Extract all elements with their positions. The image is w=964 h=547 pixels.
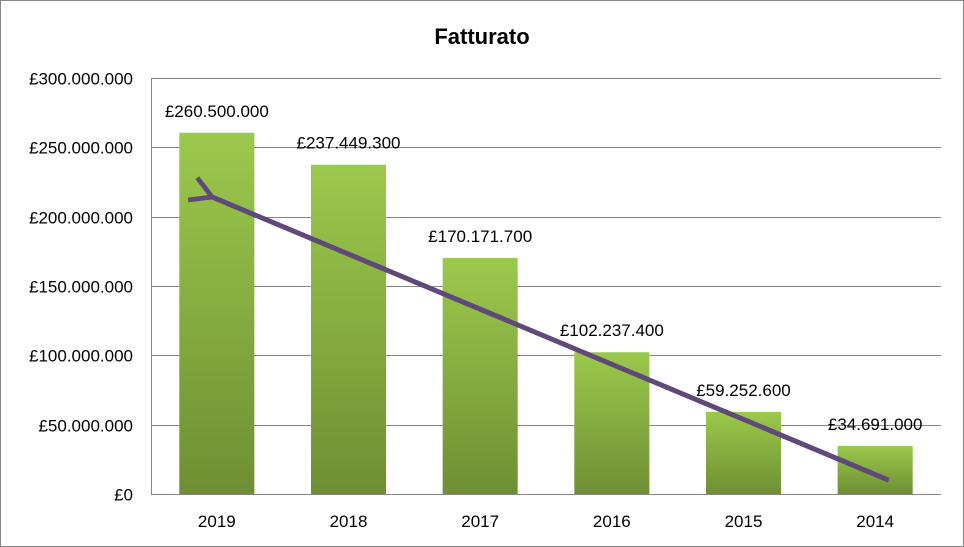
- grid-lines: [151, 78, 941, 495]
- data-label-2018: £237.449.300: [297, 134, 401, 153]
- x-tick-label: 2016: [593, 512, 631, 531]
- x-tick-label: 2017: [461, 512, 499, 531]
- bar-2017: [442, 258, 518, 494]
- x-tick-label: 2015: [725, 512, 763, 531]
- bar-2019: [179, 132, 255, 495]
- x-tick-label: 2018: [330, 512, 368, 531]
- x-tick-label: 2014: [856, 512, 894, 531]
- data-label-2017: £170.171.700: [428, 227, 532, 246]
- bar-2015: [705, 411, 782, 494]
- y-tick-label: £150.000.000: [29, 278, 133, 297]
- data-labels: £260.500.000 £237.449.300 £170.171.700 £102…: [165, 102, 923, 434]
- trend-arrow-annotation: [209, 196, 890, 483]
- y-tick-label: £0: [114, 486, 133, 505]
- chart-title: Fatturato: [434, 24, 529, 49]
- data-label-2016: £102.237.400: [560, 321, 664, 340]
- data-label-2019: £260.500.000: [165, 102, 269, 121]
- x-axis-tick-labels: 2019 2018 2017 2016 2015 2014: [198, 512, 894, 531]
- y-axis-tick-labels: £0 £50.000.000 £100.000.000 £150.000.000 £20…: [29, 70, 133, 505]
- bar-2014: [837, 445, 913, 494]
- bar-2018: [310, 164, 387, 494]
- data-label-2015: £59.252.600: [696, 381, 791, 400]
- y-tick-label: £100.000.000: [29, 347, 133, 366]
- x-tick-label: 2019: [198, 512, 236, 531]
- y-tick-label: £50.000.000: [38, 417, 133, 436]
- y-tick-label: £250.000.000: [29, 139, 133, 158]
- trend-arrow: [209, 196, 890, 483]
- y-tick-label: £300.000.000: [29, 70, 133, 89]
- data-label-2014: £34.691.000: [828, 415, 923, 434]
- bars: [179, 132, 913, 495]
- y-tick-label: £200.000.000: [29, 209, 133, 228]
